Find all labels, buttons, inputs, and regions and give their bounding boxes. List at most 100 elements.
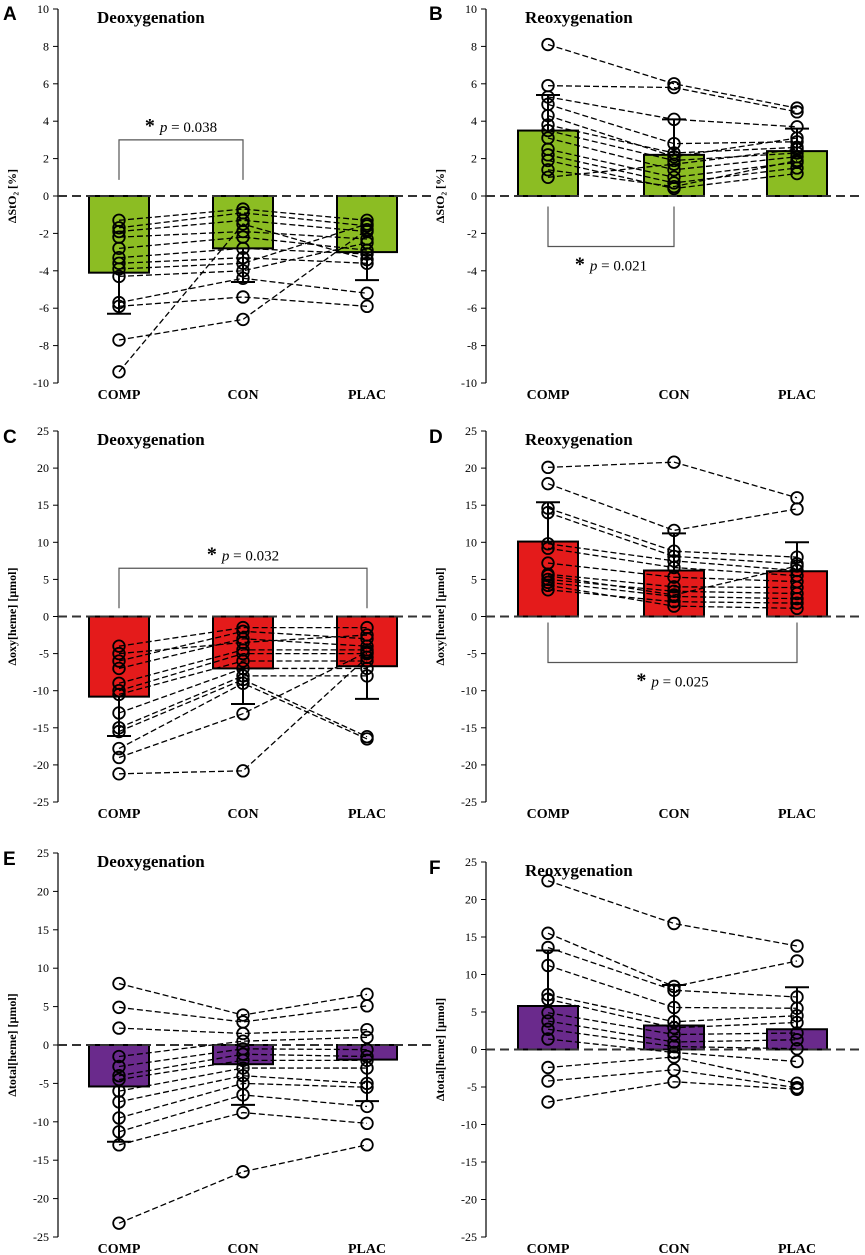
- p-symbol: p: [589, 258, 598, 274]
- y-tick-label: 20: [465, 893, 477, 907]
- y-tick-label: -25: [461, 1230, 477, 1244]
- x-tick-label-con: CON: [658, 1242, 689, 1255]
- data-point: [790, 491, 804, 505]
- significance-star: *: [145, 115, 160, 137]
- data-point: [790, 166, 804, 181]
- subject-line: [547, 159, 798, 188]
- subject-line: [547, 43, 798, 109]
- data-point: [236, 707, 250, 721]
- panel-letter: A: [3, 4, 17, 25]
- x-tick-label-comp: COMP: [527, 1242, 570, 1255]
- data-point: [541, 505, 555, 520]
- y-tick-label: -15: [33, 721, 49, 735]
- data-point: [541, 940, 555, 955]
- data-point: [236, 1053, 250, 1068]
- data-point: [112, 721, 126, 735]
- data-point: [541, 874, 555, 888]
- y-tick-label: -15: [461, 1155, 477, 1169]
- x-tick-label-comp: COMP: [98, 807, 141, 822]
- y-tick-label: -5: [467, 647, 477, 661]
- y-tick-label: 15: [37, 498, 49, 512]
- data-point: [360, 236, 374, 250]
- data-point: [360, 1053, 374, 1068]
- data-point: [667, 1045, 681, 1060]
- subject-line: [118, 660, 367, 696]
- data-point: [112, 750, 126, 765]
- x-tick-label-con: CON: [658, 388, 689, 403]
- data-point: [112, 269, 126, 284]
- subject-line: [118, 1027, 368, 1035]
- subject-line: [547, 573, 798, 589]
- data-point: [360, 1080, 374, 1094]
- significance-star: *: [575, 253, 590, 275]
- subject-line: [118, 634, 368, 655]
- data-point: [790, 101, 804, 115]
- significance-label: * p = 0.038: [145, 115, 217, 137]
- p-value: p = 0.038: [159, 120, 217, 136]
- data-point: [236, 241, 250, 256]
- data-point: [112, 256, 126, 271]
- data-point: [112, 1069, 126, 1083]
- subject-line: [118, 223, 368, 373]
- y-tick-label: 4: [471, 114, 477, 128]
- subject-line: [118, 1144, 368, 1224]
- subject-line: [547, 946, 798, 998]
- data-point: [236, 1069, 250, 1083]
- data-point: [541, 123, 555, 138]
- data-point: [236, 654, 250, 668]
- p-number: = 0.038: [167, 120, 217, 136]
- data-point: [112, 687, 126, 702]
- data-point: [112, 767, 126, 781]
- data-point: [790, 131, 804, 145]
- subject-line: [118, 1005, 368, 1023]
- y-tick-label: 0: [43, 1038, 49, 1052]
- panel-letter: D: [429, 427, 443, 448]
- x-tick-label-comp: COMP: [98, 1242, 141, 1255]
- data-point: [790, 559, 804, 573]
- data-point: [790, 1015, 804, 1030]
- data-point: [360, 222, 374, 237]
- p-number: = 0.021: [597, 258, 647, 274]
- data-point: [236, 669, 250, 683]
- subject-line: [118, 1111, 368, 1146]
- x-tick-label-con: CON: [227, 807, 258, 822]
- significance-label: * p = 0.025: [636, 670, 708, 692]
- y-axis-label: Δtotal[heme] [μmol]: [5, 993, 19, 1096]
- significance-bracket: [118, 567, 368, 609]
- data-point: [112, 1138, 126, 1152]
- data-point: [790, 1082, 804, 1096]
- y-tick-label: -2: [39, 226, 49, 240]
- data-point: [112, 741, 126, 756]
- p-symbol: p: [221, 548, 230, 564]
- p-value: p = 0.032: [221, 548, 279, 564]
- data-point: [112, 221, 126, 235]
- data-point: [790, 550, 804, 564]
- x-tick-label-plac: PLAC: [348, 1242, 386, 1255]
- data-point: [790, 1076, 804, 1090]
- data-point: [541, 1074, 555, 1088]
- data-point: [667, 112, 681, 127]
- data-point: [667, 136, 681, 151]
- data-point: [236, 1026, 250, 1041]
- data-point: [360, 299, 374, 314]
- data-point: [112, 241, 126, 256]
- significance-bracket: [118, 139, 244, 180]
- y-tick-label: 10: [465, 968, 477, 982]
- subject-line: [118, 1053, 368, 1077]
- y-tick-label: -6: [467, 301, 477, 315]
- data-point: [667, 580, 681, 594]
- y-tick-label: -10: [461, 684, 477, 698]
- data-point: [541, 460, 555, 475]
- subject-line: [118, 212, 368, 229]
- data-point: [360, 1116, 374, 1131]
- panel-e: E -25 -20 -15 -10 -5 0 5 10 15 20 25 Δtotal[heme] [μ…: [3, 846, 434, 1255]
- data-point: [667, 1075, 681, 1089]
- subject-line: [118, 230, 368, 240]
- data-point: [360, 1076, 374, 1091]
- data-point: [541, 1022, 555, 1036]
- y-axis-label: Δoxy[heme] [μmol]: [433, 568, 447, 666]
- data-point: [790, 586, 804, 601]
- subject-line: [547, 1081, 798, 1103]
- x-tick-label-con: CON: [227, 1242, 258, 1255]
